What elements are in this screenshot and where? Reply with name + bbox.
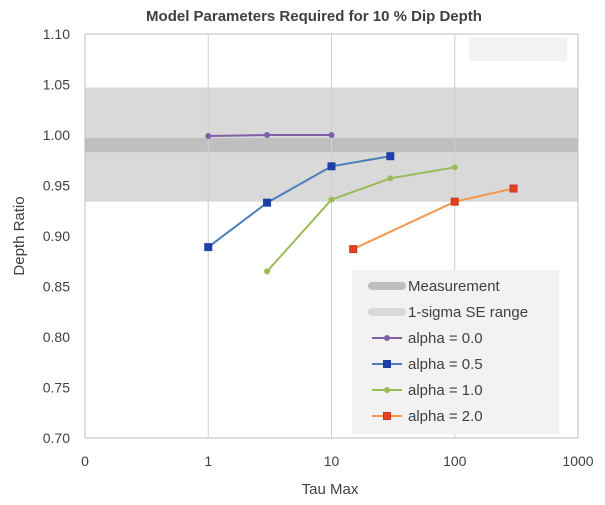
legend-label: alpha = 0.0	[408, 330, 483, 347]
data-point	[205, 133, 212, 140]
legend-item: Measurement	[368, 278, 501, 295]
legend-item: alpha = 2.0	[372, 408, 483, 425]
x-tick-label: 0	[81, 453, 89, 469]
data-point	[509, 184, 518, 193]
y-tick-label: 1.00	[43, 127, 70, 143]
legend-label: alpha = 1.0	[408, 382, 483, 399]
legend-label: Measurement	[408, 278, 501, 295]
series-line	[207, 155, 391, 248]
data-point	[383, 360, 391, 368]
series	[349, 184, 518, 254]
series	[205, 132, 335, 140]
legend-item: alpha = 0.5	[372, 356, 483, 373]
y-axis-title: Depth Ratio	[11, 196, 28, 275]
data-point	[264, 268, 271, 275]
data-point	[387, 175, 394, 182]
y-tick-label: 1.10	[43, 26, 70, 42]
x-tick-label: 1	[204, 453, 212, 469]
data-point	[384, 387, 390, 393]
data-point	[327, 162, 336, 171]
x-tick-label: 1000	[562, 453, 593, 469]
data-point	[349, 245, 358, 254]
legend-item: alpha = 0.0	[372, 330, 483, 347]
legend-label: alpha = 2.0	[408, 408, 483, 425]
legend-label: 1-sigma SE range	[408, 304, 528, 321]
data-point	[204, 243, 213, 252]
y-tick-label: 0.85	[43, 279, 70, 295]
chart-title: Model Parameters Required for 10 % Dip D…	[146, 8, 482, 25]
data-point	[386, 152, 395, 161]
y-tick-label: 0.90	[43, 228, 70, 244]
series-line	[266, 166, 455, 273]
data-point	[264, 132, 271, 138]
legend-item: 1-sigma SE range	[368, 304, 528, 321]
plot-area: 0 1 10 100 1000 0.70 0.75 0.80 0.85 0.90 0.95 1.00 1…	[43, 26, 594, 469]
y-tick-label: 0.75	[43, 380, 70, 396]
data-point	[383, 412, 391, 420]
series	[204, 152, 395, 252]
x-axis-title: Tau Max	[302, 481, 359, 498]
data-point	[328, 132, 335, 138]
y-tick-label: 1.05	[43, 77, 70, 93]
legend: Measurement 1-sigma SE range alpha = 0.0 al…	[352, 37, 567, 434]
plot-border	[84, 33, 579, 439]
data-point	[263, 198, 272, 207]
x-tick-label: 10	[324, 453, 340, 469]
legend-label: alpha = 0.5	[408, 356, 483, 373]
legend-item: alpha = 1.0	[372, 382, 483, 399]
data-point	[451, 164, 458, 171]
series	[264, 164, 458, 275]
legend-top-box	[469, 37, 567, 61]
y-tick-label: 0.80	[43, 329, 70, 345]
data-point	[450, 197, 459, 206]
data-point	[384, 335, 390, 341]
y-tick-label: 0.95	[43, 178, 70, 194]
legend-box	[352, 270, 559, 434]
y-tick-label: 0.70	[43, 430, 70, 446]
data-point	[328, 196, 335, 203]
x-tick-label: 100	[443, 453, 467, 469]
